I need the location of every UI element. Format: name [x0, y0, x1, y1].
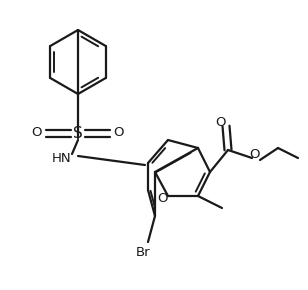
- Text: S: S: [73, 126, 83, 140]
- Text: Br: Br: [136, 246, 150, 258]
- Text: O: O: [158, 193, 168, 206]
- Text: O: O: [250, 148, 260, 160]
- Text: O: O: [215, 117, 225, 130]
- Text: HN: HN: [52, 151, 72, 164]
- Text: O: O: [32, 126, 42, 139]
- Text: O: O: [114, 126, 124, 139]
